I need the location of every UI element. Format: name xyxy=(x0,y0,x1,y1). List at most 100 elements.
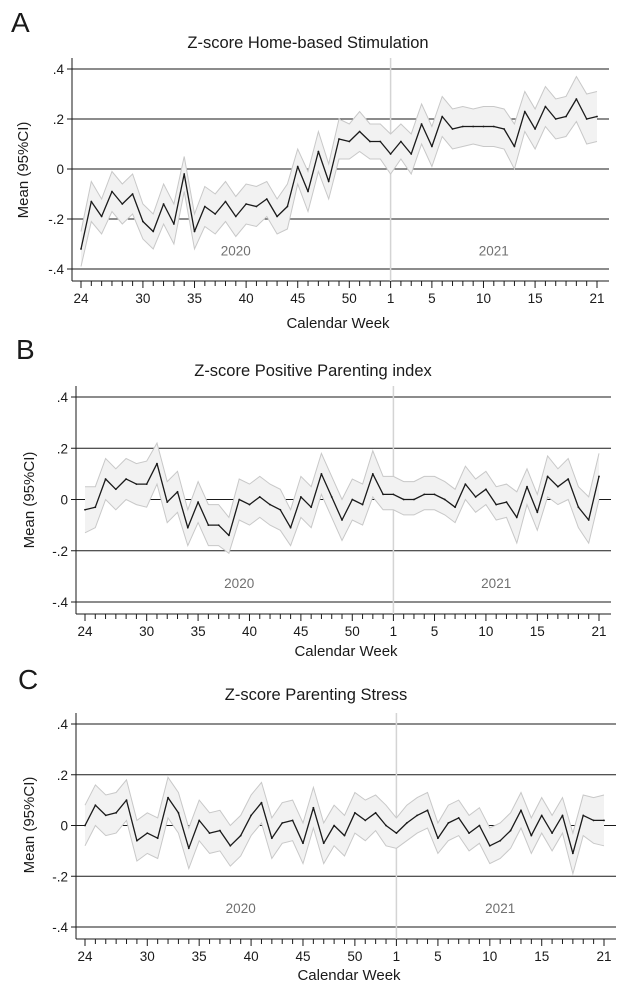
mean-point xyxy=(239,834,242,837)
mean-point xyxy=(135,483,138,486)
x-tick-label: 50 xyxy=(342,291,357,306)
mean-point xyxy=(208,832,211,835)
ci-lower-line xyxy=(84,482,600,555)
x-tick-label: 35 xyxy=(187,291,202,306)
x-axis-title: Calendar Week xyxy=(294,643,398,660)
mean-point xyxy=(146,832,149,835)
mean-point xyxy=(276,215,278,218)
mean-point xyxy=(540,814,543,817)
x-tick-label: 1 xyxy=(393,949,401,964)
mean-point xyxy=(322,842,325,845)
mean-point xyxy=(255,205,258,208)
mean-point xyxy=(302,842,304,845)
mean-point xyxy=(420,123,423,125)
mean-point xyxy=(454,506,456,509)
mean-point xyxy=(405,822,408,824)
x-tick-label: 5 xyxy=(431,624,439,639)
mean-point xyxy=(258,496,261,498)
mean-point xyxy=(245,203,248,205)
mean-point xyxy=(520,809,522,812)
year-label-2021: 2021 xyxy=(485,901,515,916)
x-tick-label: 45 xyxy=(295,949,310,964)
x-tick-label: 50 xyxy=(347,949,362,964)
y-tick-label: .2 xyxy=(57,441,68,456)
mean-point xyxy=(374,811,377,814)
panel-b: B Z-score Positive Parenting index .4 .2 0 -.… xyxy=(16,334,611,660)
mean-point xyxy=(330,496,333,498)
mean-point xyxy=(513,145,516,148)
mean-point xyxy=(90,200,93,203)
x-tick-label: 15 xyxy=(528,291,543,306)
y-tick-label: -.2 xyxy=(52,544,68,559)
mean-point xyxy=(250,814,252,817)
mean-point xyxy=(530,834,533,837)
mean-point xyxy=(413,498,415,501)
y-tick-label: -.4 xyxy=(52,595,68,610)
mean-point xyxy=(279,508,282,511)
mean-point xyxy=(371,472,374,475)
chart-title: Z-score Parenting Stress xyxy=(225,686,407,704)
mean-point xyxy=(176,490,179,493)
ci-upper-line xyxy=(84,776,605,835)
x-tick-label: 10 xyxy=(482,949,497,964)
mean-point xyxy=(392,493,395,496)
mean-point xyxy=(260,801,263,804)
year-label-2020: 2020 xyxy=(226,901,256,916)
mean-point xyxy=(505,501,508,503)
mean-point xyxy=(115,811,118,814)
y-tick-label: 0 xyxy=(60,819,68,834)
x-tick-label: 35 xyxy=(192,949,207,964)
x-tick-label: 40 xyxy=(244,949,259,964)
mean-point xyxy=(265,198,268,200)
mean-point xyxy=(270,837,273,840)
x-tick-label: 45 xyxy=(293,624,308,639)
mean-point xyxy=(338,138,340,140)
x-tick-label: 5 xyxy=(428,291,436,306)
y-tick-label: 0 xyxy=(56,162,64,177)
y-tick-label: -.4 xyxy=(48,262,64,277)
y-axis-title: Mean (95%CI) xyxy=(15,122,32,219)
mean-point xyxy=(478,824,481,827)
y-tick-label: .2 xyxy=(53,112,64,127)
x-tick-label: 24 xyxy=(73,291,89,306)
mean-point xyxy=(187,847,190,850)
y-tick-label: .4 xyxy=(53,62,65,77)
mean-point xyxy=(217,524,220,527)
mean-point xyxy=(503,128,506,130)
mean-point xyxy=(228,534,230,537)
x-tick-label: 10 xyxy=(476,291,491,306)
mean-point xyxy=(495,503,498,506)
mean-point xyxy=(402,498,405,501)
mean-point xyxy=(596,115,598,118)
mean-point xyxy=(100,215,103,218)
ci-lower-line xyxy=(84,816,605,876)
mean-point xyxy=(234,215,237,218)
mean-point xyxy=(556,485,559,488)
mean-point xyxy=(358,130,361,133)
panel-letter: B xyxy=(16,334,35,365)
x-tick-label: 40 xyxy=(242,624,257,639)
mean-point xyxy=(351,498,354,501)
mean-point xyxy=(80,248,82,250)
mean-point xyxy=(461,125,464,128)
x-tick-label: 21 xyxy=(591,624,606,639)
mean-point xyxy=(162,203,165,205)
mean-point xyxy=(536,511,539,514)
mean-point xyxy=(437,837,439,840)
panel-a: A Z-score Home-based Stimulation .4 .2 0 -.2 -… xyxy=(11,7,609,332)
mean-point xyxy=(121,203,124,205)
mean-point xyxy=(156,837,159,840)
x-tick-label: 45 xyxy=(290,291,305,306)
mean-point xyxy=(369,140,371,143)
mean-point xyxy=(286,205,289,208)
mean-point xyxy=(534,128,536,130)
y-tick-label: .4 xyxy=(57,717,69,732)
mean-point xyxy=(474,496,477,498)
y-axis-title: Mean (95%CI) xyxy=(21,777,38,874)
mean-point xyxy=(131,193,134,195)
mean-point xyxy=(167,796,169,799)
mean-point xyxy=(379,140,382,143)
mean-point xyxy=(84,824,86,827)
y-tick-label: 0 xyxy=(60,493,68,508)
